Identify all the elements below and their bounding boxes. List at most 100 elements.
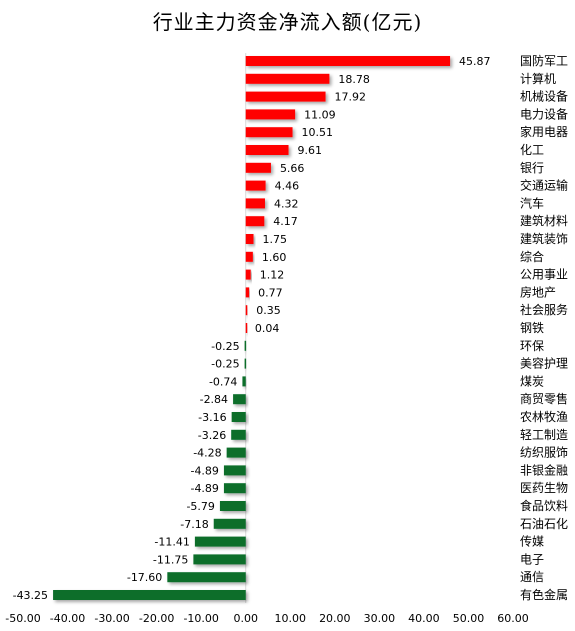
bar-23 bbox=[223, 465, 246, 476]
category-label-16: 环保 bbox=[520, 339, 544, 353]
data-label-22: -4.28 bbox=[193, 447, 221, 460]
data-label-8: 4.32 bbox=[274, 197, 299, 210]
category-label-10: 建筑装饰 bbox=[520, 231, 568, 246]
data-label-4: 10.51 bbox=[302, 126, 334, 139]
bar-14 bbox=[245, 305, 248, 316]
bar-15 bbox=[245, 323, 248, 333]
bar-3 bbox=[245, 109, 296, 120]
bar-2 bbox=[245, 91, 326, 102]
data-label-1: 18.78 bbox=[338, 73, 370, 86]
x-tick-label-7: 20.00 bbox=[319, 612, 351, 625]
bar-30 bbox=[53, 590, 246, 600]
data-label-10: 1.75 bbox=[263, 233, 288, 246]
data-label-27: -11.41 bbox=[154, 536, 189, 549]
bar-28 bbox=[193, 554, 246, 565]
category-label-11: 综合 bbox=[520, 249, 544, 264]
data-label-6: 5.66 bbox=[280, 162, 305, 175]
data-label-23: -4.89 bbox=[190, 464, 218, 477]
data-label-26: -7.18 bbox=[180, 518, 208, 531]
x-tick-label-10: 50.00 bbox=[453, 612, 485, 625]
category-label-20: 农林牧渔 bbox=[520, 410, 568, 424]
data-label-7: 4.46 bbox=[275, 180, 300, 193]
bar-27 bbox=[194, 536, 246, 547]
category-label-23: 非银金融 bbox=[520, 462, 568, 477]
category-label-19: 商贸零售 bbox=[520, 391, 568, 406]
category-label-27: 传媒 bbox=[520, 534, 544, 549]
category-label-13: 房地产 bbox=[520, 284, 556, 299]
category-label-3: 电力设备 bbox=[520, 107, 568, 121]
x-tick-label-5: 0.00 bbox=[233, 612, 258, 625]
x-tick-label-2: -30.00 bbox=[94, 612, 129, 625]
data-label-3: 11.09 bbox=[304, 108, 336, 121]
data-label-20: -3.16 bbox=[198, 411, 226, 424]
bar-26 bbox=[213, 518, 246, 529]
x-tick-label-4: -10.00 bbox=[183, 612, 218, 625]
x-tick-label-9: 40.00 bbox=[408, 612, 440, 625]
category-label-8: 汽车 bbox=[520, 195, 544, 210]
bar-13 bbox=[245, 287, 250, 298]
category-label-17: 美容护理 bbox=[520, 356, 568, 371]
bar-19 bbox=[233, 394, 246, 405]
data-label-24: -4.89 bbox=[190, 482, 218, 495]
x-tick-label-3: -20.00 bbox=[139, 612, 174, 625]
x-tick-label-11: 60.00 bbox=[497, 612, 529, 625]
data-label-15: 0.04 bbox=[255, 322, 280, 335]
bar-12 bbox=[245, 269, 251, 280]
category-label-25: 食品饮料 bbox=[520, 498, 568, 513]
bar-9 bbox=[245, 216, 265, 227]
category-label-28: 电子 bbox=[520, 552, 544, 566]
bar-8 bbox=[245, 198, 265, 209]
category-label-22: 纺织服饰 bbox=[520, 446, 568, 460]
x-tick-label-0: -50.00 bbox=[5, 612, 40, 625]
data-label-28: -11.75 bbox=[153, 553, 188, 566]
data-label-21: -3.26 bbox=[198, 429, 226, 442]
category-label-30: 有色金属 bbox=[520, 587, 568, 602]
category-label-7: 交通运输 bbox=[520, 178, 568, 193]
bar-16 bbox=[244, 340, 247, 351]
data-label-2: 17.92 bbox=[335, 91, 367, 104]
data-label-25: -5.79 bbox=[186, 500, 214, 513]
bar-0 bbox=[245, 56, 451, 66]
data-label-16: -0.25 bbox=[211, 340, 239, 353]
data-label-0: 45.87 bbox=[459, 55, 491, 68]
x-tick-label-1: -40.00 bbox=[50, 612, 85, 625]
bar-4 bbox=[245, 127, 293, 138]
bar-22 bbox=[226, 447, 246, 458]
category-label-0: 国防军工 bbox=[520, 53, 568, 68]
category-label-18: 煤炭 bbox=[520, 374, 544, 388]
category-label-26: 石油石化 bbox=[520, 517, 568, 531]
bar-5 bbox=[245, 145, 289, 155]
bar-18 bbox=[242, 376, 246, 387]
bar-1 bbox=[245, 73, 330, 84]
category-label-21: 轻工制造 bbox=[520, 428, 568, 442]
bar-6 bbox=[245, 162, 271, 173]
bar-20 bbox=[231, 412, 246, 422]
data-label-5: 9.61 bbox=[298, 144, 323, 157]
data-label-13: 0.77 bbox=[258, 286, 283, 299]
bar-24 bbox=[223, 483, 246, 494]
category-label-12: 公用事业 bbox=[520, 268, 568, 282]
data-label-12: 1.12 bbox=[260, 269, 285, 282]
category-label-29: 通信 bbox=[520, 570, 544, 584]
category-label-15: 钢铁 bbox=[520, 321, 544, 335]
data-label-9: 4.17 bbox=[273, 215, 298, 228]
bar-17 bbox=[244, 358, 247, 369]
bar-10 bbox=[245, 234, 254, 244]
bar-29 bbox=[167, 572, 246, 583]
data-label-30: -43.25 bbox=[13, 589, 48, 602]
category-label-6: 银行 bbox=[520, 161, 544, 175]
category-label-5: 化工 bbox=[520, 143, 544, 157]
data-label-19: -2.84 bbox=[200, 393, 228, 406]
category-label-24: 医药生物 bbox=[520, 481, 568, 495]
bar-7 bbox=[245, 180, 266, 191]
category-label-2: 机械设备 bbox=[520, 89, 568, 104]
chart-title: 行业主力资金净流入额(亿元) bbox=[152, 10, 423, 34]
bar-11 bbox=[245, 251, 253, 262]
x-tick-label-8: 30.00 bbox=[364, 612, 396, 625]
x-tick-label-6: 10.00 bbox=[275, 612, 307, 625]
category-label-1: 计算机 bbox=[520, 71, 556, 86]
data-label-14: 0.35 bbox=[256, 304, 281, 317]
data-label-29: -17.60 bbox=[127, 571, 162, 584]
